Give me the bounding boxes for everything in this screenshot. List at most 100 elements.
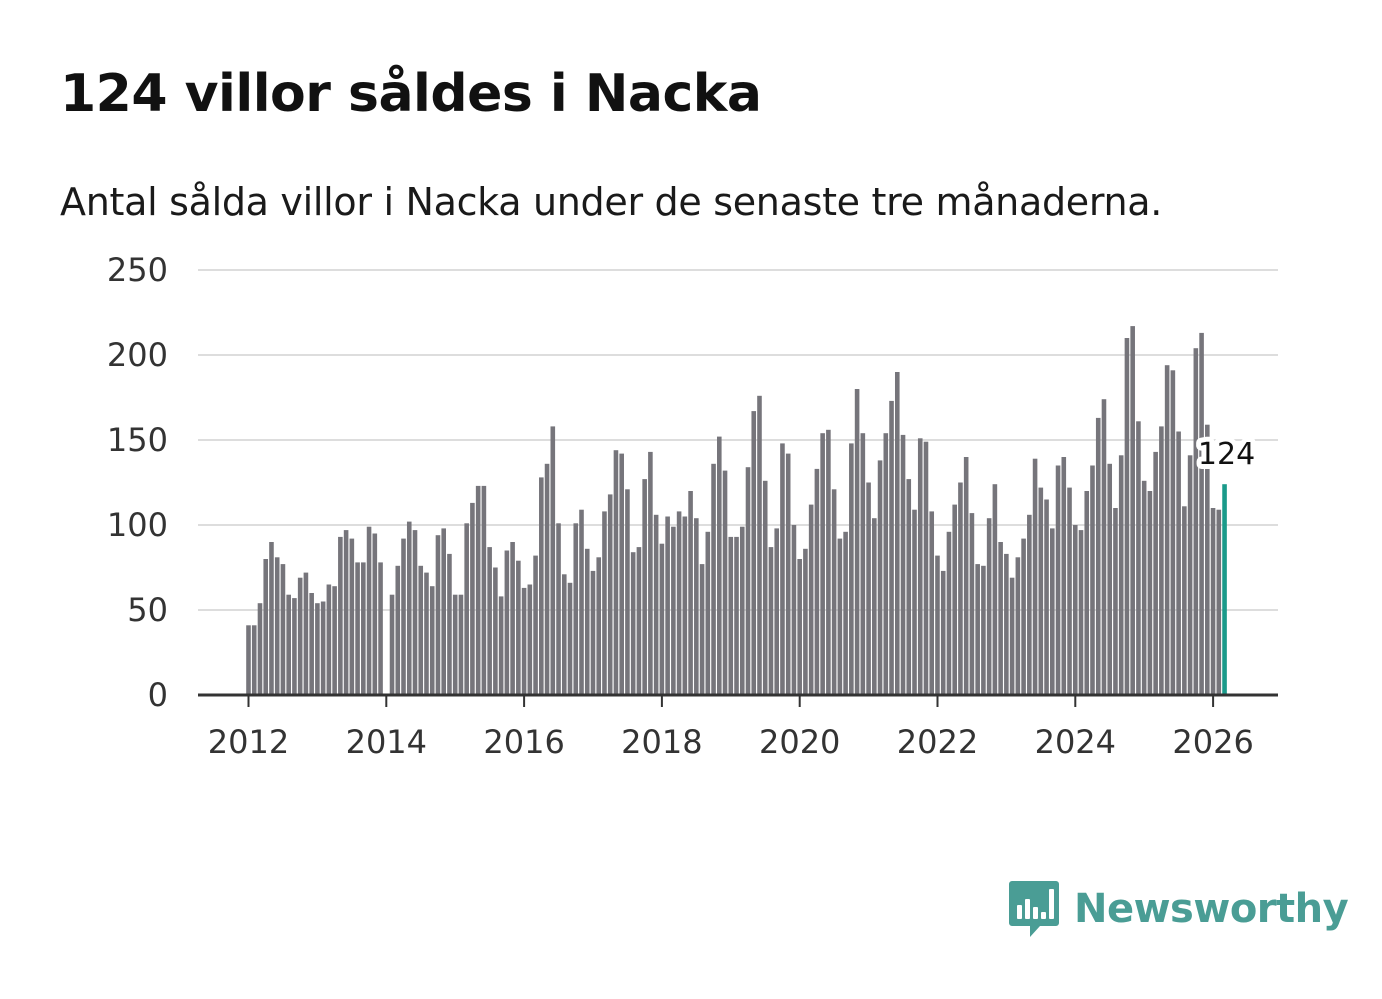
bar bbox=[728, 536, 734, 695]
bar bbox=[986, 518, 992, 695]
bar bbox=[452, 594, 458, 695]
bar bbox=[590, 570, 596, 695]
bar bbox=[1009, 577, 1015, 695]
bar bbox=[470, 502, 475, 695]
bar bbox=[493, 567, 498, 695]
bar bbox=[1113, 508, 1118, 695]
bar bbox=[682, 516, 688, 695]
bar bbox=[1084, 491, 1090, 695]
x-tick-label-2016: 2016 bbox=[483, 723, 564, 761]
bar bbox=[596, 557, 602, 695]
bar bbox=[533, 555, 538, 695]
bar bbox=[1147, 491, 1153, 695]
bar bbox=[969, 513, 975, 695]
x-tick-label-2026: 2026 bbox=[1172, 723, 1253, 761]
bar bbox=[550, 426, 556, 695]
bar bbox=[418, 565, 424, 695]
bar bbox=[883, 433, 889, 695]
bar bbox=[1176, 431, 1181, 695]
bar bbox=[900, 434, 906, 695]
y-tick-label-50: 50 bbox=[127, 591, 168, 629]
bar bbox=[877, 460, 883, 695]
bar bbox=[694, 518, 699, 695]
bar bbox=[785, 453, 791, 695]
bar bbox=[1210, 508, 1216, 695]
y-tick-label-250: 250 bbox=[107, 251, 168, 289]
bar bbox=[849, 443, 854, 695]
bar bbox=[1164, 365, 1170, 695]
bar bbox=[556, 523, 561, 695]
bar bbox=[544, 463, 550, 695]
bar bbox=[1044, 499, 1049, 695]
bar bbox=[355, 562, 360, 695]
x-tick-label-2024: 2024 bbox=[1035, 723, 1116, 761]
bar bbox=[429, 586, 435, 695]
bar bbox=[1038, 487, 1044, 695]
brand-logo: Newsworthy bbox=[1008, 878, 1349, 940]
bar bbox=[504, 550, 510, 695]
bar bbox=[516, 560, 521, 695]
bar bbox=[458, 594, 464, 695]
bar bbox=[561, 574, 567, 695]
bar bbox=[860, 433, 866, 695]
bar bbox=[527, 584, 533, 695]
bar bbox=[808, 504, 814, 695]
bar bbox=[510, 542, 515, 695]
bar bbox=[625, 489, 630, 695]
bar bbox=[739, 526, 745, 695]
bar bbox=[762, 480, 768, 695]
bars bbox=[246, 326, 1227, 695]
y-tick-label-0: 0 bbox=[148, 676, 168, 714]
bar bbox=[269, 542, 274, 695]
x-tick-label-2018: 2018 bbox=[621, 723, 702, 761]
bar bbox=[1170, 370, 1176, 695]
bar bbox=[1159, 426, 1164, 695]
bar bbox=[843, 531, 848, 695]
bar bbox=[372, 533, 378, 695]
bar bbox=[826, 429, 831, 695]
bar bbox=[768, 547, 774, 695]
bar bbox=[366, 526, 372, 695]
bar bbox=[309, 593, 314, 695]
bar bbox=[906, 479, 912, 695]
bar bbox=[1141, 480, 1147, 695]
bar bbox=[717, 436, 722, 695]
bar bbox=[573, 523, 579, 695]
bar bbox=[1187, 455, 1193, 695]
bar bbox=[1193, 348, 1199, 695]
bar bbox=[332, 586, 337, 695]
bar bbox=[257, 603, 263, 695]
bar bbox=[1032, 458, 1038, 695]
bar bbox=[1153, 451, 1158, 695]
bar bbox=[671, 526, 676, 695]
bar bbox=[280, 564, 286, 695]
bar bbox=[567, 582, 573, 695]
bar bbox=[923, 441, 929, 695]
bar bbox=[607, 494, 613, 695]
bar bbox=[584, 548, 590, 695]
bar bbox=[406, 521, 412, 695]
bar bbox=[297, 577, 303, 695]
x-tick-label-2022: 2022 bbox=[897, 723, 978, 761]
bar bbox=[745, 467, 751, 695]
bar bbox=[872, 518, 877, 695]
bar bbox=[757, 395, 762, 695]
bar bbox=[498, 596, 504, 695]
bar bbox=[889, 400, 894, 695]
bar bbox=[274, 557, 280, 695]
newsworthy-logo-icon bbox=[1009, 881, 1059, 937]
bar bbox=[780, 443, 785, 695]
bar bbox=[676, 511, 682, 695]
bar bbox=[441, 528, 446, 695]
bar bbox=[1101, 399, 1107, 695]
bar bbox=[1027, 514, 1032, 695]
bar bbox=[659, 543, 665, 695]
bar bbox=[1067, 487, 1072, 695]
x-tick-label-2020: 2020 bbox=[759, 723, 840, 761]
bar bbox=[935, 555, 940, 695]
bar bbox=[1078, 530, 1084, 695]
bar bbox=[579, 509, 584, 695]
bar bbox=[539, 477, 544, 695]
highlight-bar bbox=[1222, 484, 1227, 695]
chart-title: 124 villor såldes i Nacka bbox=[60, 64, 762, 124]
